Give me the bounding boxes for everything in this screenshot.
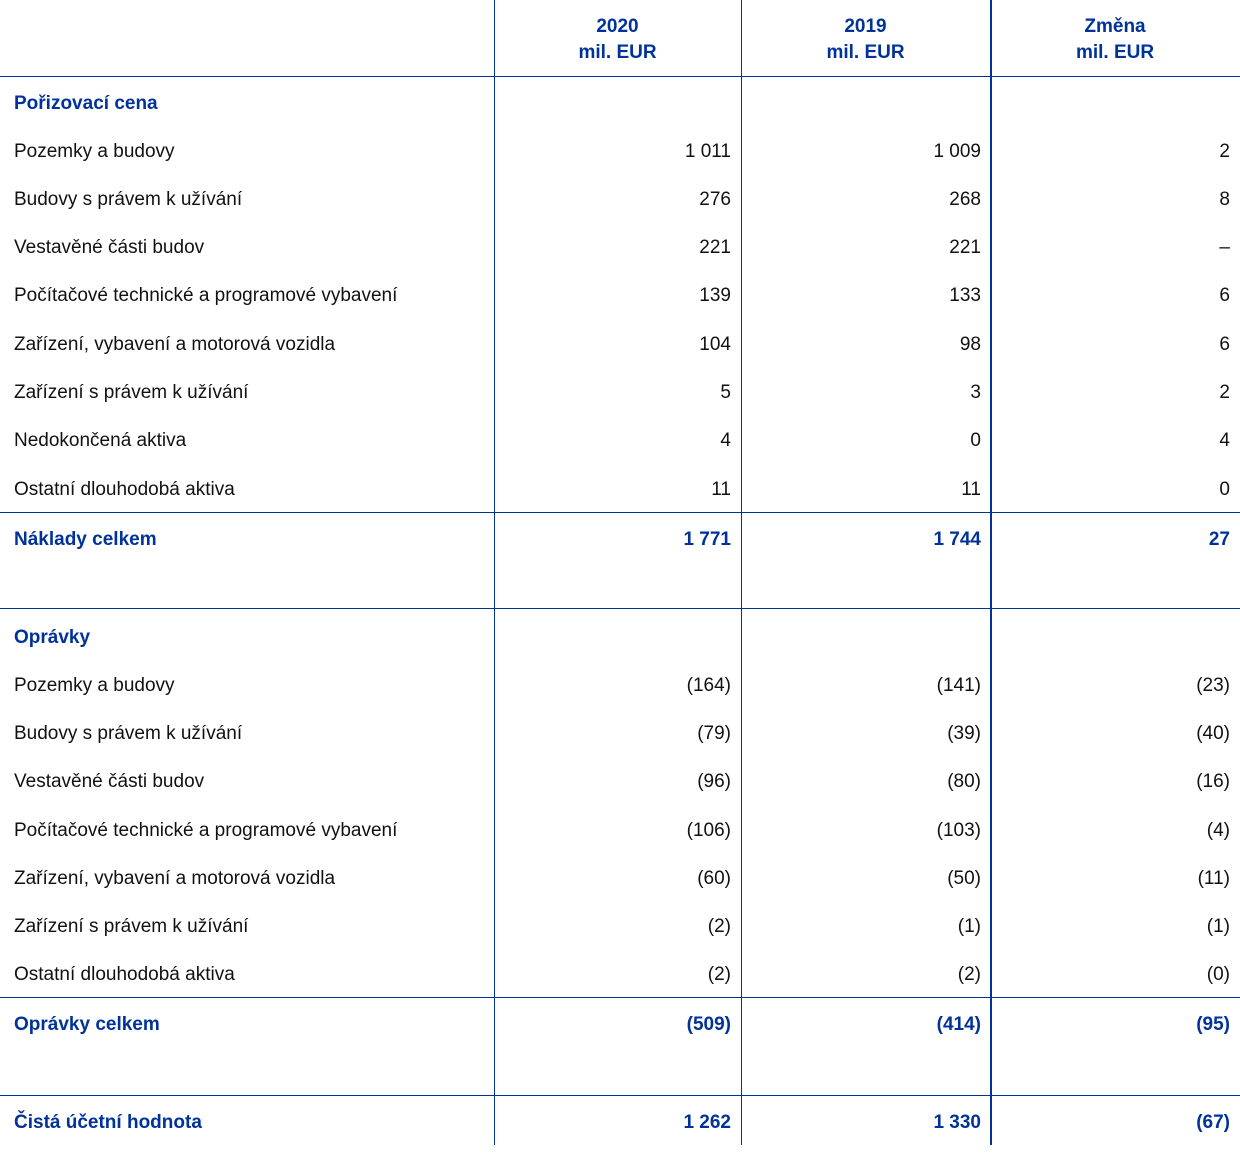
value-2019: 0: [970, 430, 981, 451]
value-change: 6: [1219, 285, 1230, 306]
value-2020: 221: [699, 237, 731, 258]
value-2020: (79): [697, 723, 731, 744]
total-2019: (414): [936, 1014, 981, 1035]
section-title-depreciation: Oprávky: [14, 627, 91, 648]
value-change: 6: [1219, 334, 1230, 355]
value-change: –: [1219, 237, 1230, 258]
value-2020: 11: [711, 479, 731, 500]
value-2020: (164): [686, 675, 731, 696]
column-header-2019: 2019 mil. EUR: [741, 14, 990, 66]
row-label: Zařízení, vybavení a motorová vozidla: [14, 868, 336, 889]
column-header-unit: mil. EUR: [578, 42, 657, 63]
value-change: (11): [1197, 868, 1230, 889]
total-2019: 1 744: [933, 529, 981, 550]
depreciation-total-rule: [0, 997, 1240, 998]
value-2019: (2): [957, 964, 981, 985]
column-header-unit: mil. EUR: [826, 42, 905, 63]
column-header-change: Změna mil. EUR: [990, 14, 1240, 66]
column-header-year: 2019: [844, 16, 887, 37]
value-2020: (96): [697, 771, 731, 792]
value-2020: (2): [707, 964, 731, 985]
total-label: Oprávky celkem: [14, 1014, 160, 1035]
value-2019: (80): [947, 771, 981, 792]
row-label: Pozemky a budovy: [14, 141, 175, 162]
value-2020: (2): [707, 916, 731, 937]
total-2020: 1 771: [683, 529, 731, 550]
total-change: (95): [1196, 1014, 1230, 1035]
value-2019: (50): [947, 868, 981, 889]
value-2020: 5: [720, 382, 731, 403]
value-change: 2: [1219, 382, 1230, 403]
row-label: Zařízení s právem k užívání: [14, 916, 249, 937]
value-change: 0: [1219, 479, 1230, 500]
cost-total-rule: [0, 512, 1240, 513]
total-label: Náklady celkem: [14, 529, 157, 550]
value-2020: 1 011: [684, 141, 731, 162]
value-change: (23): [1196, 675, 1230, 696]
value-2020: (106): [686, 820, 731, 841]
net-book-value-2019: 1 330: [933, 1112, 981, 1133]
row-label: Pozemky a budovy: [14, 675, 175, 696]
row-label: Budovy s právem k užívání: [14, 723, 243, 744]
row-label: Počítačové technické a programové vybave…: [14, 285, 398, 306]
section-title-cost: Pořizovací cena: [14, 93, 158, 114]
column-header-2020: 2020 mil. EUR: [494, 14, 741, 66]
value-2019: (141): [936, 675, 981, 696]
net-book-value-change: (67): [1196, 1112, 1230, 1133]
value-2019: (103): [936, 820, 981, 841]
value-2019: 98: [959, 334, 981, 355]
value-2019: 1 009: [933, 141, 981, 162]
value-change: (0): [1206, 964, 1230, 985]
column-divider: [990, 0, 992, 1145]
row-label: Ostatní dlouhodobá aktiva: [14, 964, 235, 985]
value-2020: 4: [720, 430, 731, 451]
header-rule: [0, 76, 1240, 77]
value-2020: (60): [697, 868, 731, 889]
value-change: (16): [1196, 771, 1230, 792]
value-2019: (39): [947, 723, 981, 744]
net-book-value-label: Čistá účetní hodnota: [14, 1112, 202, 1133]
value-change: (4): [1206, 820, 1230, 841]
value-2020: 139: [699, 285, 731, 306]
net-book-value-2020: 1 262: [683, 1112, 731, 1133]
row-label: Vestavěné části budov: [14, 237, 205, 258]
value-2020: 276: [699, 189, 731, 210]
row-label: Nedokončená aktiva: [14, 430, 187, 451]
total-change: 27: [1208, 529, 1230, 550]
column-header-year: Změna: [1084, 16, 1146, 37]
value-change: (40): [1196, 723, 1230, 744]
column-header-year: 2020: [596, 16, 639, 37]
value-2019: 11: [961, 479, 981, 500]
net-value-rule: [0, 1095, 1240, 1096]
row-label: Počítačové technické a programové vybave…: [14, 820, 398, 841]
value-change: 8: [1219, 189, 1230, 210]
value-2019: (1): [957, 916, 981, 937]
row-label: Zařízení, vybavení a motorová vozidla: [14, 334, 336, 355]
section-rule: [0, 608, 1240, 609]
row-label: Budovy s právem k užívání: [14, 189, 243, 210]
total-2020: (509): [686, 1014, 731, 1035]
row-label: Ostatní dlouhodobá aktiva: [14, 479, 235, 500]
value-2019: 3: [970, 382, 981, 403]
value-change: (1): [1206, 916, 1230, 937]
value-2019: 268: [949, 189, 981, 210]
row-label: Vestavěné části budov: [14, 771, 205, 792]
value-2019: 221: [949, 237, 981, 258]
row-label: Zařízení s právem k užívání: [14, 382, 249, 403]
column-divider: [741, 0, 742, 1145]
value-2020: 104: [699, 334, 731, 355]
value-change: 4: [1219, 430, 1230, 451]
value-2019: 133: [949, 285, 981, 306]
column-header-unit: mil. EUR: [1075, 42, 1155, 63]
value-change: 2: [1219, 141, 1230, 162]
column-divider: [494, 0, 495, 1145]
